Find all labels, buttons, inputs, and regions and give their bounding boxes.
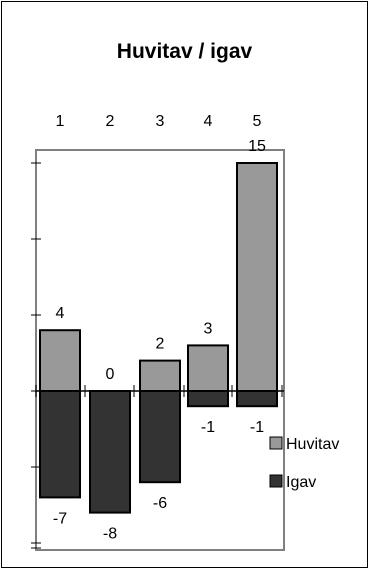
bar-igav-5 <box>236 390 278 408</box>
x-tick-label-4: 4 <box>204 113 213 130</box>
bar-huvitav-4 <box>187 344 229 392</box>
bar-igav-1 <box>39 390 81 499</box>
data-label-huvitav-4: 3 <box>204 320 213 337</box>
data-label-huvitav-3: 2 <box>156 336 165 353</box>
x-tick-label-3: 3 <box>156 113 165 130</box>
legend-label-huvitav: Huvitav <box>286 436 339 453</box>
bar-igav-2 <box>89 390 131 514</box>
legend-swatch-huvitav <box>269 436 283 450</box>
plot-area <box>35 149 285 551</box>
x-tick-label-1: 1 <box>56 113 65 130</box>
data-label-igav-1: -7 <box>53 510 67 527</box>
bar-igav-3 <box>139 390 181 484</box>
data-label-igav-4: -1 <box>201 419 215 436</box>
bar-huvitav-5 <box>236 162 278 392</box>
legend-label-igav: Igav <box>286 474 316 491</box>
bar-igav-4 <box>187 390 229 408</box>
bar-huvitav-1 <box>39 329 81 393</box>
x-tick-label-5: 5 <box>253 113 262 130</box>
x-tick-label-2: 2 <box>106 113 115 130</box>
data-label-igav-2: -8 <box>103 526 117 543</box>
data-label-igav-5: -1 <box>250 419 264 436</box>
legend-swatch-igav <box>269 474 283 488</box>
bar-huvitav-3 <box>139 359 181 393</box>
data-label-huvitav-1: 4 <box>56 305 65 322</box>
chart-title: Huvitav / igav <box>116 40 253 63</box>
data-label-huvitav-5: 15 <box>248 138 266 155</box>
data-label-igav-3: -6 <box>153 495 167 512</box>
data-label-huvitav-2: 0 <box>106 366 115 383</box>
